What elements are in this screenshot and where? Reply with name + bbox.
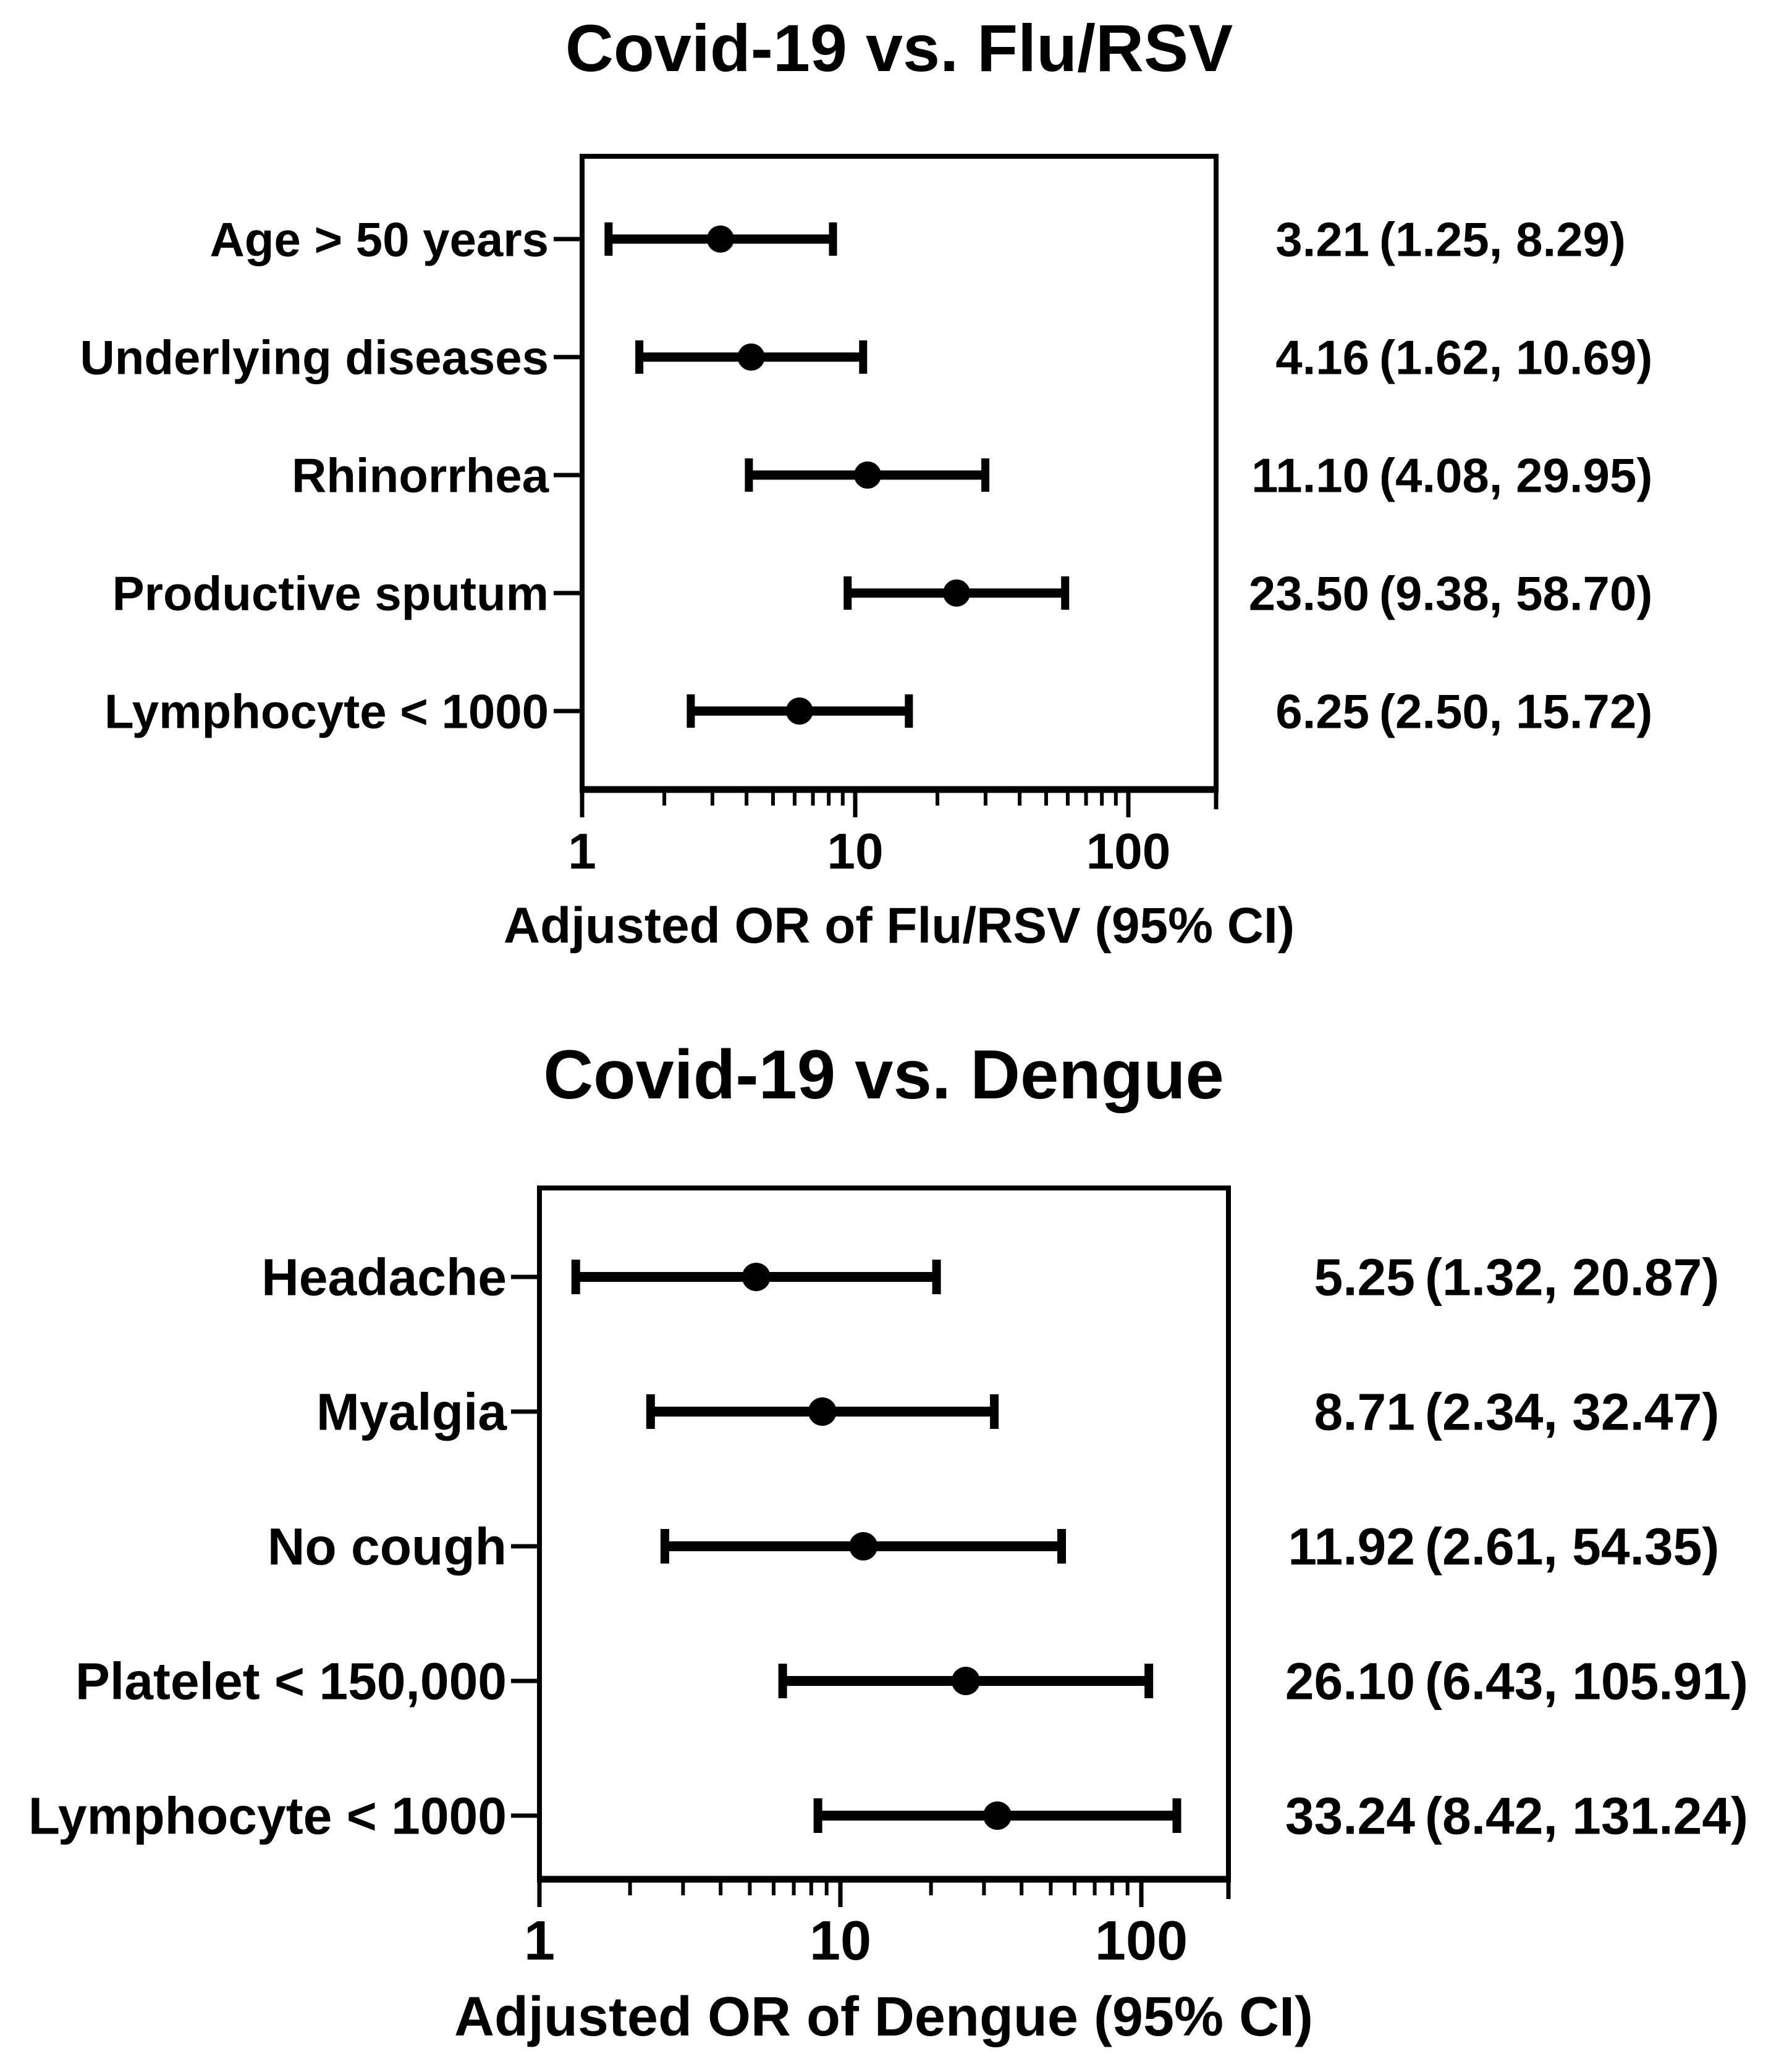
or-value: 5.25 (1314, 1248, 1416, 1306)
or-value: 11.92 (1288, 1517, 1415, 1575)
or-point (785, 697, 813, 725)
x-axis-ticks (537, 1879, 1231, 1907)
or-value: 3.21 (1275, 212, 1369, 266)
x-tick-label: 100 (1086, 823, 1171, 880)
or-point (808, 1397, 837, 1426)
chart-title: Covid-19 vs. Dengue (543, 1036, 1224, 1113)
forest-row: Underlying diseases 4.16 (1.62, 10.69) (80, 330, 1652, 384)
row-label: Platelet < 150,000 (75, 1652, 507, 1710)
row-label: Headache (261, 1248, 507, 1306)
ci-value: (8.42, 131.24) (1425, 1787, 1748, 1845)
row-label: Lymphocyte < 1000 (28, 1787, 507, 1845)
forest-row: Rhinorrhea 11.10 (4.08, 29.95) (292, 448, 1652, 502)
forest-row: Lymphocyte < 1000 6.25 (2.50, 15.72) (104, 684, 1652, 738)
or-point (854, 461, 882, 489)
or-value: 33.24 (1285, 1787, 1415, 1845)
x-tick-label: 10 (827, 823, 883, 880)
chart-title: Covid-19 vs. Flu/RSV (565, 11, 1233, 85)
x-axis-label: Adjusted OR of Dengue (95% CI) (454, 1986, 1313, 2048)
or-value: 23.50 (1249, 566, 1369, 620)
or-value: 11.10 (1251, 448, 1369, 502)
forest-row: No cough 11.92 (2.61, 54.35) (268, 1517, 1720, 1575)
forest-row: Age > 50 years 3.21 (1.25, 8.29) (209, 212, 1625, 266)
ci-value: (1.25, 8.29) (1379, 212, 1626, 266)
ci-value: (2.34, 32.47) (1425, 1383, 1719, 1441)
ci-value: (1.62, 10.69) (1379, 330, 1652, 384)
or-point (951, 1667, 980, 1695)
x-tick-label: 100 (1095, 1910, 1188, 1972)
or-point (983, 1801, 1012, 1830)
or-point (737, 343, 765, 371)
forest-row: Headache 5.25 (1.32, 20.87) (261, 1248, 1719, 1306)
or-point (849, 1532, 878, 1560)
row-label: Underlying diseases (80, 330, 549, 384)
or-point (943, 579, 971, 607)
or-point (706, 225, 734, 253)
row-label: No cough (268, 1517, 507, 1575)
forest-row: Myalgia 8.71 (2.34, 32.47) (316, 1383, 1719, 1441)
ci-value: (9.38, 58.70) (1379, 566, 1652, 620)
ci-value: (2.50, 15.72) (1379, 684, 1652, 738)
row-label: Lymphocyte < 1000 (104, 684, 549, 738)
or-point (742, 1263, 771, 1291)
or-value: 4.16 (1275, 330, 1369, 384)
x-tick-label: 1 (524, 1910, 555, 1972)
row-label: Age > 50 years (209, 212, 549, 266)
panel-covid-vs-flursv: Covid-19 vs. Flu/RSV 1 10 100 Age > 50 years… (80, 11, 1652, 954)
ci-value: (1.32, 20.87) (1425, 1248, 1719, 1306)
x-tick-label: 1 (568, 823, 596, 880)
x-tick-label: 10 (809, 1910, 871, 1972)
x-axis-label: Adjusted OR of Flu/RSV (95% CI) (504, 898, 1295, 954)
row-label: Rhinorrhea (292, 448, 549, 502)
row-label: Productive sputum (112, 566, 549, 620)
plot-box (537, 1186, 1231, 1882)
ci-value: (6.43, 105.91) (1425, 1652, 1748, 1710)
forest-row: Platelet < 150,000 26.10 (6.43, 105.91) (75, 1652, 1748, 1710)
or-value: 26.10 (1285, 1652, 1415, 1710)
panel-covid-vs-dengue: Covid-19 vs. Dengue 1 10 100 Headache 5.25 (1.… (28, 1036, 1748, 2048)
x-axis-ticks (580, 790, 1219, 817)
ci-value: (2.61, 54.35) (1425, 1517, 1719, 1575)
row-label: Myalgia (316, 1383, 507, 1441)
or-value: 8.71 (1314, 1383, 1416, 1441)
or-value: 6.25 (1275, 684, 1369, 738)
ci-value: (4.08, 29.95) (1379, 448, 1652, 502)
forest-row: Productive sputum 23.50 (9.38, 58.70) (112, 566, 1653, 620)
forest-row: Lymphocyte < 1000 33.24 (8.42, 131.24) (28, 1787, 1748, 1845)
